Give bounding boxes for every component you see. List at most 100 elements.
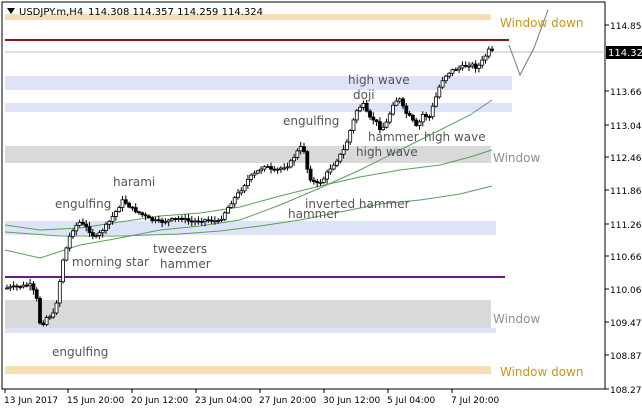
pattern-label: inverted hammer — [305, 197, 410, 211]
candle — [407, 110, 412, 117]
candle — [377, 117, 382, 134]
price-tick-label: 113.045 — [610, 122, 642, 132]
pattern-label: tweezers — [153, 242, 207, 256]
candle — [358, 104, 363, 113]
candle — [440, 76, 445, 89]
candle — [48, 314, 52, 320]
price-tick-label: 113.665 — [610, 88, 642, 98]
candle — [430, 102, 435, 120]
candle — [308, 165, 313, 183]
candle — [137, 210, 141, 215]
candle — [110, 211, 115, 225]
candle — [473, 60, 478, 73]
candle — [239, 187, 244, 196]
candle — [130, 206, 135, 211]
candle — [87, 222, 92, 237]
candle — [295, 148, 300, 160]
candle — [443, 74, 448, 84]
window-down-label-top: Window down — [500, 16, 584, 30]
pattern-label: high wave — [356, 145, 418, 159]
blue-zone-3 — [5, 221, 496, 235]
pattern-labels: engulfing harami morning star tweezers h… — [52, 73, 486, 359]
pattern-label: harami — [113, 175, 155, 189]
pattern-label: engulfing — [283, 114, 339, 128]
candle — [245, 174, 250, 189]
candle — [401, 96, 405, 109]
chart-header: USDJPY.m,H4 114.308 114.357 114.259 114.… — [7, 7, 263, 18]
price-axis: 114.855 113.665 113.045 112.460 111.860 111.2… — [605, 22, 642, 396]
candle — [285, 162, 290, 171]
candle — [146, 214, 151, 219]
candle — [371, 112, 376, 125]
candle — [410, 113, 415, 123]
pattern-label: high wave — [348, 73, 410, 87]
candle — [460, 61, 465, 71]
candle — [249, 173, 254, 183]
window-label-mid: Window — [493, 151, 541, 165]
current-price-badge-text: 114.324 — [608, 48, 642, 59]
price-tick-label: 108.275 — [610, 386, 642, 396]
time-tick-label: 20 Jun 12:00 — [131, 396, 188, 406]
candle — [311, 176, 316, 185]
candle — [100, 228, 105, 238]
pattern-label: engulfing — [52, 345, 108, 359]
ma-slow — [4, 185, 493, 237]
candle — [374, 118, 379, 127]
candle — [486, 46, 491, 59]
candle — [404, 102, 409, 119]
candle — [417, 119, 422, 130]
candle — [354, 108, 359, 124]
candle — [288, 158, 293, 169]
window-label-low: Window — [493, 312, 541, 326]
candle — [163, 218, 168, 225]
candle — [467, 61, 471, 72]
candle — [272, 165, 277, 173]
candle — [24, 282, 29, 288]
gray-window-zone-low — [5, 300, 491, 328]
candle — [84, 220, 89, 232]
candle — [232, 195, 237, 208]
candle — [229, 200, 234, 209]
price-tick-label: 112.460 — [610, 154, 642, 164]
time-tick-label: 13 Jun 2017 — [4, 396, 58, 406]
candle — [38, 296, 42, 325]
blue-zone-4 — [5, 328, 496, 333]
candle — [318, 179, 323, 186]
candle — [21, 281, 26, 289]
candle — [255, 169, 260, 175]
candle — [427, 114, 432, 121]
candles — [5, 46, 495, 327]
time-tick-label: 15 Jun 20:00 — [67, 396, 124, 406]
candle — [453, 67, 458, 72]
candle — [338, 153, 343, 164]
candle — [480, 55, 485, 69]
candle — [397, 97, 402, 104]
candle — [104, 221, 108, 234]
candle — [331, 162, 336, 171]
candle — [483, 53, 488, 64]
candle — [18, 285, 23, 290]
ohlc-values: 114.308 114.357 114.259 114.324 — [88, 7, 263, 18]
candle — [262, 165, 267, 172]
pattern-label: hammer — [288, 207, 339, 221]
time-axis: 13 Jun 2017 15 Jun 20:00 20 Jun 12:00 23 Ju… — [4, 389, 500, 406]
candle — [140, 211, 145, 218]
candle — [94, 233, 98, 239]
candle — [34, 287, 39, 302]
price-tick-label: 109.475 — [610, 319, 642, 329]
candle — [11, 281, 16, 291]
candle — [54, 300, 59, 315]
candle — [90, 228, 95, 240]
candle — [252, 170, 257, 179]
candle — [275, 167, 280, 174]
pattern-label: doji — [353, 88, 375, 102]
candle — [120, 195, 125, 212]
candle — [216, 217, 221, 224]
candle — [315, 178, 320, 188]
candle — [302, 142, 306, 154]
candle — [199, 217, 204, 226]
candle — [463, 61, 468, 68]
candle — [476, 62, 481, 73]
candle — [107, 220, 112, 230]
